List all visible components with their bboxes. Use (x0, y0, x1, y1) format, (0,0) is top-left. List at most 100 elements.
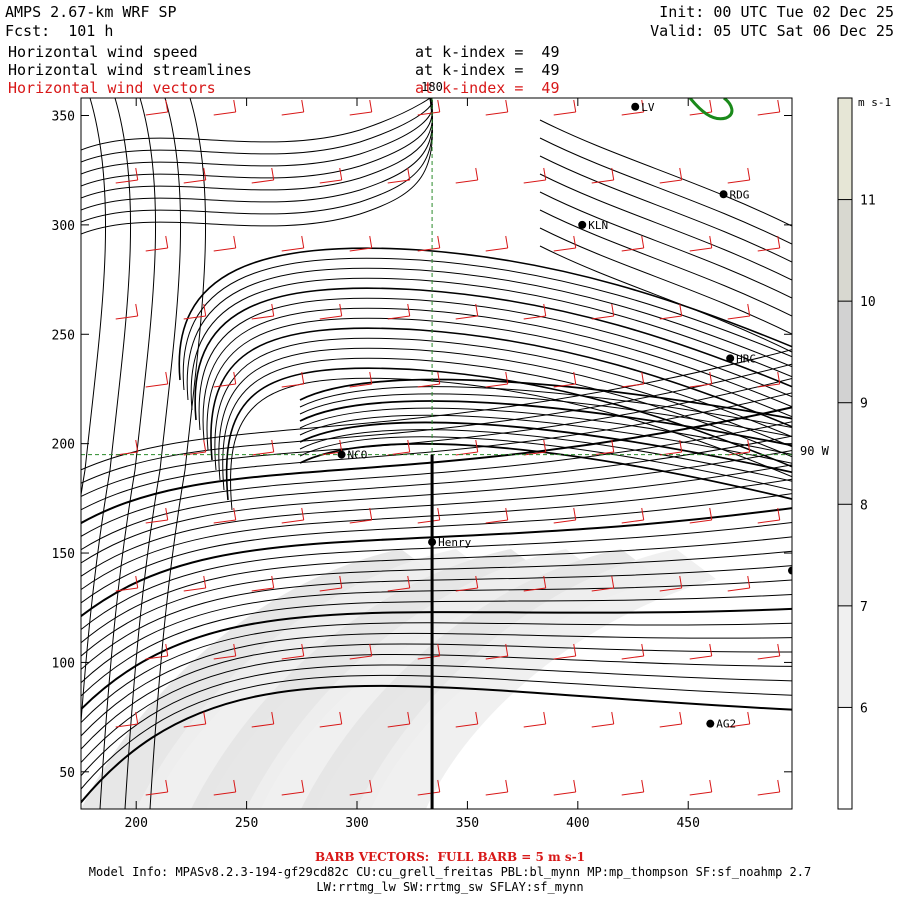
y-tick-label: 100 (52, 656, 75, 671)
station-label: HRC (736, 352, 756, 365)
streamline (539, 173, 792, 281)
wind-barb (251, 167, 275, 184)
wind-barb (213, 99, 237, 116)
streamline (81, 449, 792, 564)
wind-barb (455, 575, 479, 592)
station-dot (706, 719, 715, 728)
streamline (206, 317, 792, 451)
wind-barb (319, 303, 343, 320)
wind-barb (183, 303, 207, 320)
wind-barb (417, 99, 441, 116)
wind-barb (145, 507, 169, 524)
y-tick-label: 50 (59, 766, 75, 781)
wind-barb (523, 167, 547, 184)
map-frame (80, 97, 793, 810)
streamline (225, 367, 792, 501)
streamline (81, 643, 792, 751)
station-label: AG2 (716, 718, 736, 731)
model-info: Model Info: MPASv8.2.3-194-gf29cd82c CU:… (88, 865, 812, 879)
field-level-vectors: at k-index = 49 (415, 79, 560, 97)
wind-barb (349, 507, 373, 524)
colorbar-bin (838, 301, 852, 403)
y-tick-label: 350 (52, 110, 75, 125)
streamline (210, 327, 792, 461)
y-tick-label: 200 (52, 438, 75, 453)
wind-barb (213, 779, 237, 796)
wind-barb (621, 643, 645, 660)
wind-barb (319, 167, 343, 184)
y-tick-label: 300 (52, 219, 75, 234)
streamline (186, 267, 792, 401)
wind-barb (553, 371, 577, 388)
station-dot (719, 190, 728, 199)
wind-barb (553, 507, 577, 524)
wind-barb (319, 575, 343, 592)
colorbar: 6 7 8 9 10 11 (838, 98, 876, 809)
wind-barb (796, 576, 818, 591)
colorbar-tick-label: 11 (860, 194, 876, 209)
valid-time: Valid: 05 UTC Sat 06 Dec 25 (650, 22, 894, 40)
streamline (299, 421, 792, 474)
streamline (214, 337, 792, 471)
wind-barb (349, 643, 373, 660)
wind-map: NCO Henry KLN RDG HRC AG2 LV 200 250 300 350 400 45… (52, 80, 892, 831)
streamline (81, 377, 792, 498)
wind-barb (591, 303, 615, 320)
streamline (81, 98, 433, 223)
station-dot (631, 102, 640, 111)
wind-barb (523, 303, 547, 320)
wind-barb (455, 711, 479, 728)
wind-barb (417, 507, 441, 524)
wind-barb (387, 167, 411, 184)
streamline (81, 98, 431, 151)
station-label: KLN (588, 219, 608, 232)
wind-barb (213, 371, 237, 388)
wind-barb (621, 235, 645, 252)
longitude-label-top: 180 (421, 80, 443, 94)
wind-barb (319, 439, 343, 456)
wind-barb (757, 235, 781, 252)
wind-barb (621, 371, 645, 388)
streamline (190, 277, 792, 411)
barb-vector-note: BARB VECTORS: FULL BARB = 5 m s-1 (314, 850, 586, 864)
streamline (299, 407, 792, 455)
field-name-streamlines: Horizontal wind streamlines (8, 61, 252, 79)
streamline (81, 98, 433, 235)
colorbar-tick-label: 6 (860, 701, 868, 716)
station-markers: NCO Henry KLN RDG HRC AG2 LV (337, 101, 792, 731)
streamline (182, 257, 792, 391)
wind-barb (727, 711, 751, 728)
wind-barb (757, 643, 781, 660)
streamline (81, 550, 792, 657)
wind-barb (213, 507, 237, 524)
x-tick-label: 450 (676, 816, 699, 831)
colorbar-bin (838, 199, 852, 302)
streamline (299, 386, 792, 429)
wind-barbs (115, 99, 818, 796)
wind-barb (689, 643, 713, 660)
streamline (539, 245, 792, 353)
wind-barb (145, 643, 169, 660)
wind-barb (455, 303, 479, 320)
field-name-wind-speed: Horizontal wind speed (8, 43, 198, 61)
x-tick-label: 400 (566, 816, 589, 831)
streamline (81, 421, 792, 538)
wind-barb (485, 507, 509, 524)
wind-barb (387, 303, 411, 320)
wind-barb (145, 779, 169, 796)
wind-barb (115, 575, 139, 592)
wind-barb (281, 779, 305, 796)
wind-barb (485, 643, 509, 660)
model-info-physics: LW:rrtmg_lw SW:rrtmg_sw SFLAY:sf_mynn (316, 880, 584, 894)
wind-barb (387, 575, 411, 592)
x-tick-label: 350 (456, 816, 479, 831)
streamline (539, 227, 792, 335)
model-title: AMPS 2.67-km WRF SP (5, 3, 177, 21)
wind-barb (183, 167, 207, 184)
wind-barb (689, 507, 713, 524)
colorbar-tick-label: 10 (860, 295, 876, 310)
streamline (99, 98, 157, 809)
x-tick-label: 300 (345, 816, 368, 831)
colorbar-bin (838, 707, 852, 809)
wind-barb (251, 303, 275, 320)
